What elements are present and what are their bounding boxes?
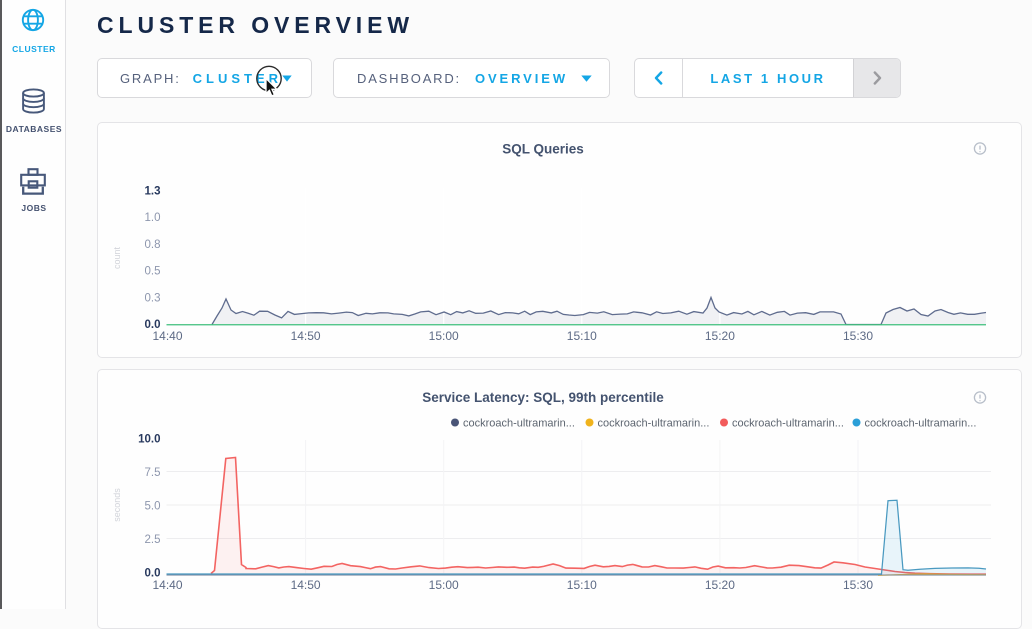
svg-text:0.8: 0.8 — [145, 239, 161, 251]
svg-text:0.0: 0.0 — [145, 568, 161, 580]
svg-text:15:10: 15:10 — [567, 578, 597, 592]
svg-text:7.5: 7.5 — [145, 467, 161, 479]
svg-text:14:40: 14:40 — [152, 329, 182, 343]
svg-text:5.0: 5.0 — [145, 501, 161, 513]
svg-text:15:30: 15:30 — [843, 329, 873, 343]
svg-text:15:10: 15:10 — [567, 329, 597, 343]
svg-text:15:00: 15:00 — [429, 329, 459, 343]
svg-text:14:50: 14:50 — [291, 329, 321, 343]
svg-text:count: count — [112, 246, 122, 269]
svg-text:15:20: 15:20 — [705, 578, 735, 592]
svg-text:2.5: 2.5 — [145, 534, 161, 546]
svg-text:cockroach-ultramarin...: cockroach-ultramarin... — [865, 418, 977, 430]
svg-text:cockroach-ultramarin...: cockroach-ultramarin... — [732, 418, 844, 430]
svg-text:seconds: seconds — [112, 488, 122, 522]
svg-text:15:30: 15:30 — [843, 578, 873, 592]
svg-text:10.0: 10.0 — [138, 434, 160, 446]
svg-text:15:00: 15:00 — [429, 578, 459, 592]
svg-text:0.5: 0.5 — [145, 266, 161, 278]
svg-text:15:20: 15:20 — [705, 329, 735, 343]
svg-text:Service Latency: SQL, 99th per: Service Latency: SQL, 99th percentile — [422, 390, 664, 405]
svg-text:0.0: 0.0 — [145, 319, 161, 331]
svg-text:cockroach-ultramarin...: cockroach-ultramarin... — [463, 418, 575, 430]
svg-text:1.3: 1.3 — [145, 186, 161, 198]
svg-text:14:40: 14:40 — [152, 578, 182, 592]
svg-text:SQL Queries: SQL Queries — [502, 142, 584, 157]
svg-text:14:50: 14:50 — [291, 578, 321, 592]
svg-text:cockroach-ultramarin...: cockroach-ultramarin... — [598, 418, 710, 430]
svg-text:0.3: 0.3 — [145, 292, 161, 304]
svg-text:1.0: 1.0 — [145, 212, 161, 224]
